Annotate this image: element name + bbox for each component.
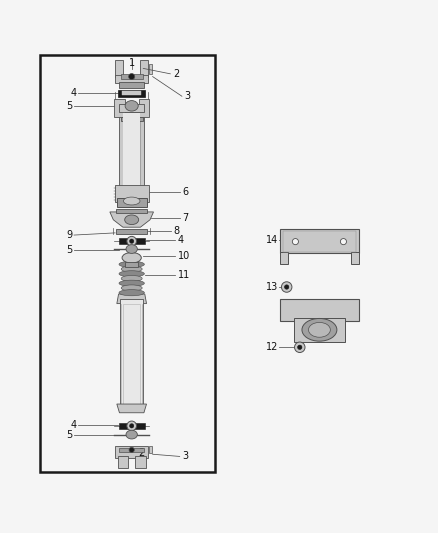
Text: 13: 13	[266, 282, 278, 292]
Text: 2: 2	[138, 448, 145, 458]
Ellipse shape	[119, 289, 145, 296]
Bar	[115, 446, 148, 458]
Ellipse shape	[130, 424, 134, 428]
Ellipse shape	[121, 266, 142, 272]
Text: 11: 11	[177, 270, 190, 280]
Bar	[120, 111, 144, 188]
Text: 2: 2	[173, 69, 180, 79]
Ellipse shape	[124, 197, 140, 205]
Bar	[40, 55, 215, 472]
Bar	[123, 112, 141, 187]
Ellipse shape	[129, 447, 134, 453]
Polygon shape	[117, 404, 147, 413]
Text: 3: 3	[182, 451, 188, 462]
Text: 5: 5	[67, 101, 73, 111]
Text: 14: 14	[266, 235, 278, 245]
Text: 5: 5	[67, 245, 73, 255]
Bar	[351, 252, 359, 264]
Bar	[141, 60, 148, 77]
Ellipse shape	[126, 245, 138, 253]
Bar	[120, 82, 144, 88]
Bar	[117, 198, 147, 207]
Ellipse shape	[340, 239, 346, 245]
Bar	[280, 229, 359, 253]
Bar	[120, 299, 144, 408]
Bar	[135, 456, 146, 468]
Ellipse shape	[282, 282, 292, 292]
Bar	[122, 91, 141, 95]
Ellipse shape	[297, 345, 302, 350]
Ellipse shape	[126, 430, 138, 439]
Bar	[118, 90, 145, 96]
Text: 5: 5	[67, 431, 73, 440]
Bar	[115, 75, 148, 83]
Bar	[115, 60, 123, 77]
Bar	[124, 304, 140, 404]
Bar	[283, 231, 356, 252]
Ellipse shape	[130, 239, 134, 244]
Text: 4: 4	[71, 88, 77, 98]
Bar	[121, 117, 143, 121]
Text: 8: 8	[173, 225, 179, 236]
Bar	[280, 299, 359, 321]
Text: 7: 7	[182, 214, 188, 223]
Text: 6: 6	[182, 187, 188, 197]
Bar	[139, 99, 149, 117]
Bar	[149, 446, 152, 454]
Ellipse shape	[302, 318, 337, 341]
Bar	[119, 423, 145, 429]
Bar	[118, 456, 128, 468]
Bar	[122, 302, 141, 406]
Bar	[121, 75, 143, 79]
Ellipse shape	[125, 101, 138, 111]
Bar	[116, 209, 148, 213]
Bar	[280, 252, 288, 264]
Bar	[119, 238, 145, 244]
Ellipse shape	[119, 271, 145, 277]
Text: 12: 12	[265, 342, 278, 352]
Ellipse shape	[121, 285, 142, 291]
Bar	[120, 103, 144, 112]
Ellipse shape	[292, 239, 298, 245]
Bar	[114, 99, 125, 117]
Ellipse shape	[125, 215, 139, 224]
Ellipse shape	[127, 421, 137, 431]
Bar	[294, 318, 345, 342]
Ellipse shape	[129, 74, 135, 79]
Bar	[149, 64, 152, 74]
Ellipse shape	[308, 322, 330, 337]
Ellipse shape	[119, 280, 145, 286]
Bar	[120, 448, 144, 452]
Text: 9: 9	[67, 230, 73, 240]
Polygon shape	[110, 212, 153, 227]
Ellipse shape	[122, 253, 141, 263]
Bar	[115, 185, 149, 202]
Text: 10: 10	[177, 251, 190, 261]
Ellipse shape	[285, 285, 289, 289]
Ellipse shape	[127, 236, 137, 246]
Text: 3: 3	[184, 91, 190, 101]
Bar	[125, 262, 138, 266]
Text: 1: 1	[129, 58, 135, 68]
Polygon shape	[117, 294, 147, 304]
Ellipse shape	[121, 276, 142, 281]
Ellipse shape	[119, 261, 145, 268]
Bar	[116, 229, 148, 234]
Ellipse shape	[294, 342, 305, 352]
Text: 4: 4	[177, 235, 184, 245]
Text: 4: 4	[71, 420, 77, 430]
